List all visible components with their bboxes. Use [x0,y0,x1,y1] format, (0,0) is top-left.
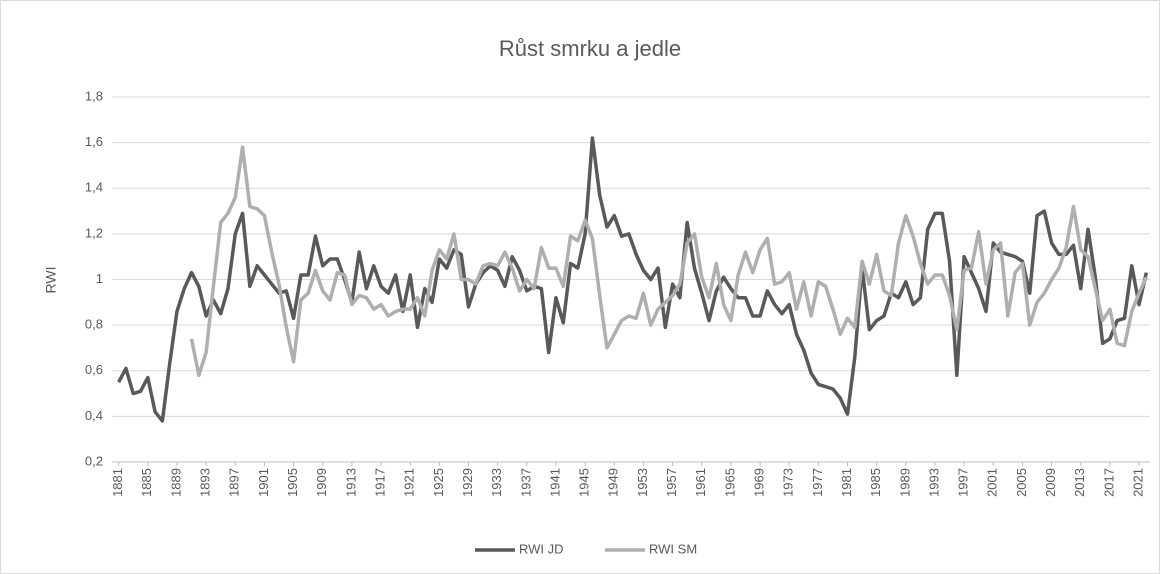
y-tick-label: 1,4 [85,180,103,195]
x-tick-label: 1969 [751,468,766,497]
legend-label: RWI JD [519,541,564,556]
y-tick-label: 0,4 [85,408,103,423]
x-tick-label: 1961 [693,468,708,497]
x-tick-label: 1917 [372,468,387,497]
y-axis-label: RWI [43,267,59,294]
x-tick-label: 1941 [547,468,562,497]
x-tick-label: 2009 [1043,468,1058,497]
x-tick-label: 1965 [722,468,737,497]
x-tick-label: 2005 [1014,468,1029,497]
x-tick-label: 1921 [402,468,417,497]
chart-title: Růst smrku a jedle [499,36,681,61]
x-tick-label: 1889 [168,468,183,497]
legend-label: RWI SM [649,541,697,556]
line-series [189,145,1148,378]
x-tick-label: 1997 [956,468,971,497]
x-tick-label: 1913 [343,468,358,497]
x-tick-label: 1985 [868,468,883,497]
x-tick-label: 2013 [1072,468,1087,497]
x-tick-label: 1885 [139,468,154,497]
x-tick-label: 1989 [897,468,912,497]
x-tick-label: 1925 [431,468,446,497]
x-tick-label: 1973 [781,468,796,497]
y-tick-label: 1,8 [85,88,103,103]
x-tick-label: 2017 [1101,468,1116,497]
x-tick-label: 1901 [256,468,271,497]
x-tick-label: 1957 [664,468,679,497]
line-series [117,136,1149,423]
x-tick-label: 1953 [635,468,650,497]
x-tick-label: 1937 [518,468,533,497]
x-tick-label: 1933 [489,468,504,497]
x-tick-label: 1977 [810,468,825,497]
x-tick-label: 2021 [1131,468,1146,497]
x-tick-label: 1949 [606,468,621,497]
y-tick-label: 0,8 [85,317,103,332]
x-tick-label: 1945 [577,468,592,497]
x-tick-label: 1893 [198,468,213,497]
x-tick-label: 1981 [839,468,854,497]
x-tick-label: 1881 [110,468,125,497]
y-tick-label: 1,2 [85,225,103,240]
x-tick-label: 1993 [926,468,941,497]
y-tick-label: 1 [96,271,103,286]
y-tick-label: 1,6 [85,134,103,149]
x-tick-label: 1897 [227,468,242,497]
x-tick-label: 1905 [285,468,300,497]
y-tick-label: 0,6 [85,362,103,377]
x-tick-label: 2001 [985,468,1000,497]
y-tick-label: 0,2 [85,453,103,468]
x-tick-label: 1929 [460,468,475,497]
x-tick-label: 1909 [314,468,329,497]
